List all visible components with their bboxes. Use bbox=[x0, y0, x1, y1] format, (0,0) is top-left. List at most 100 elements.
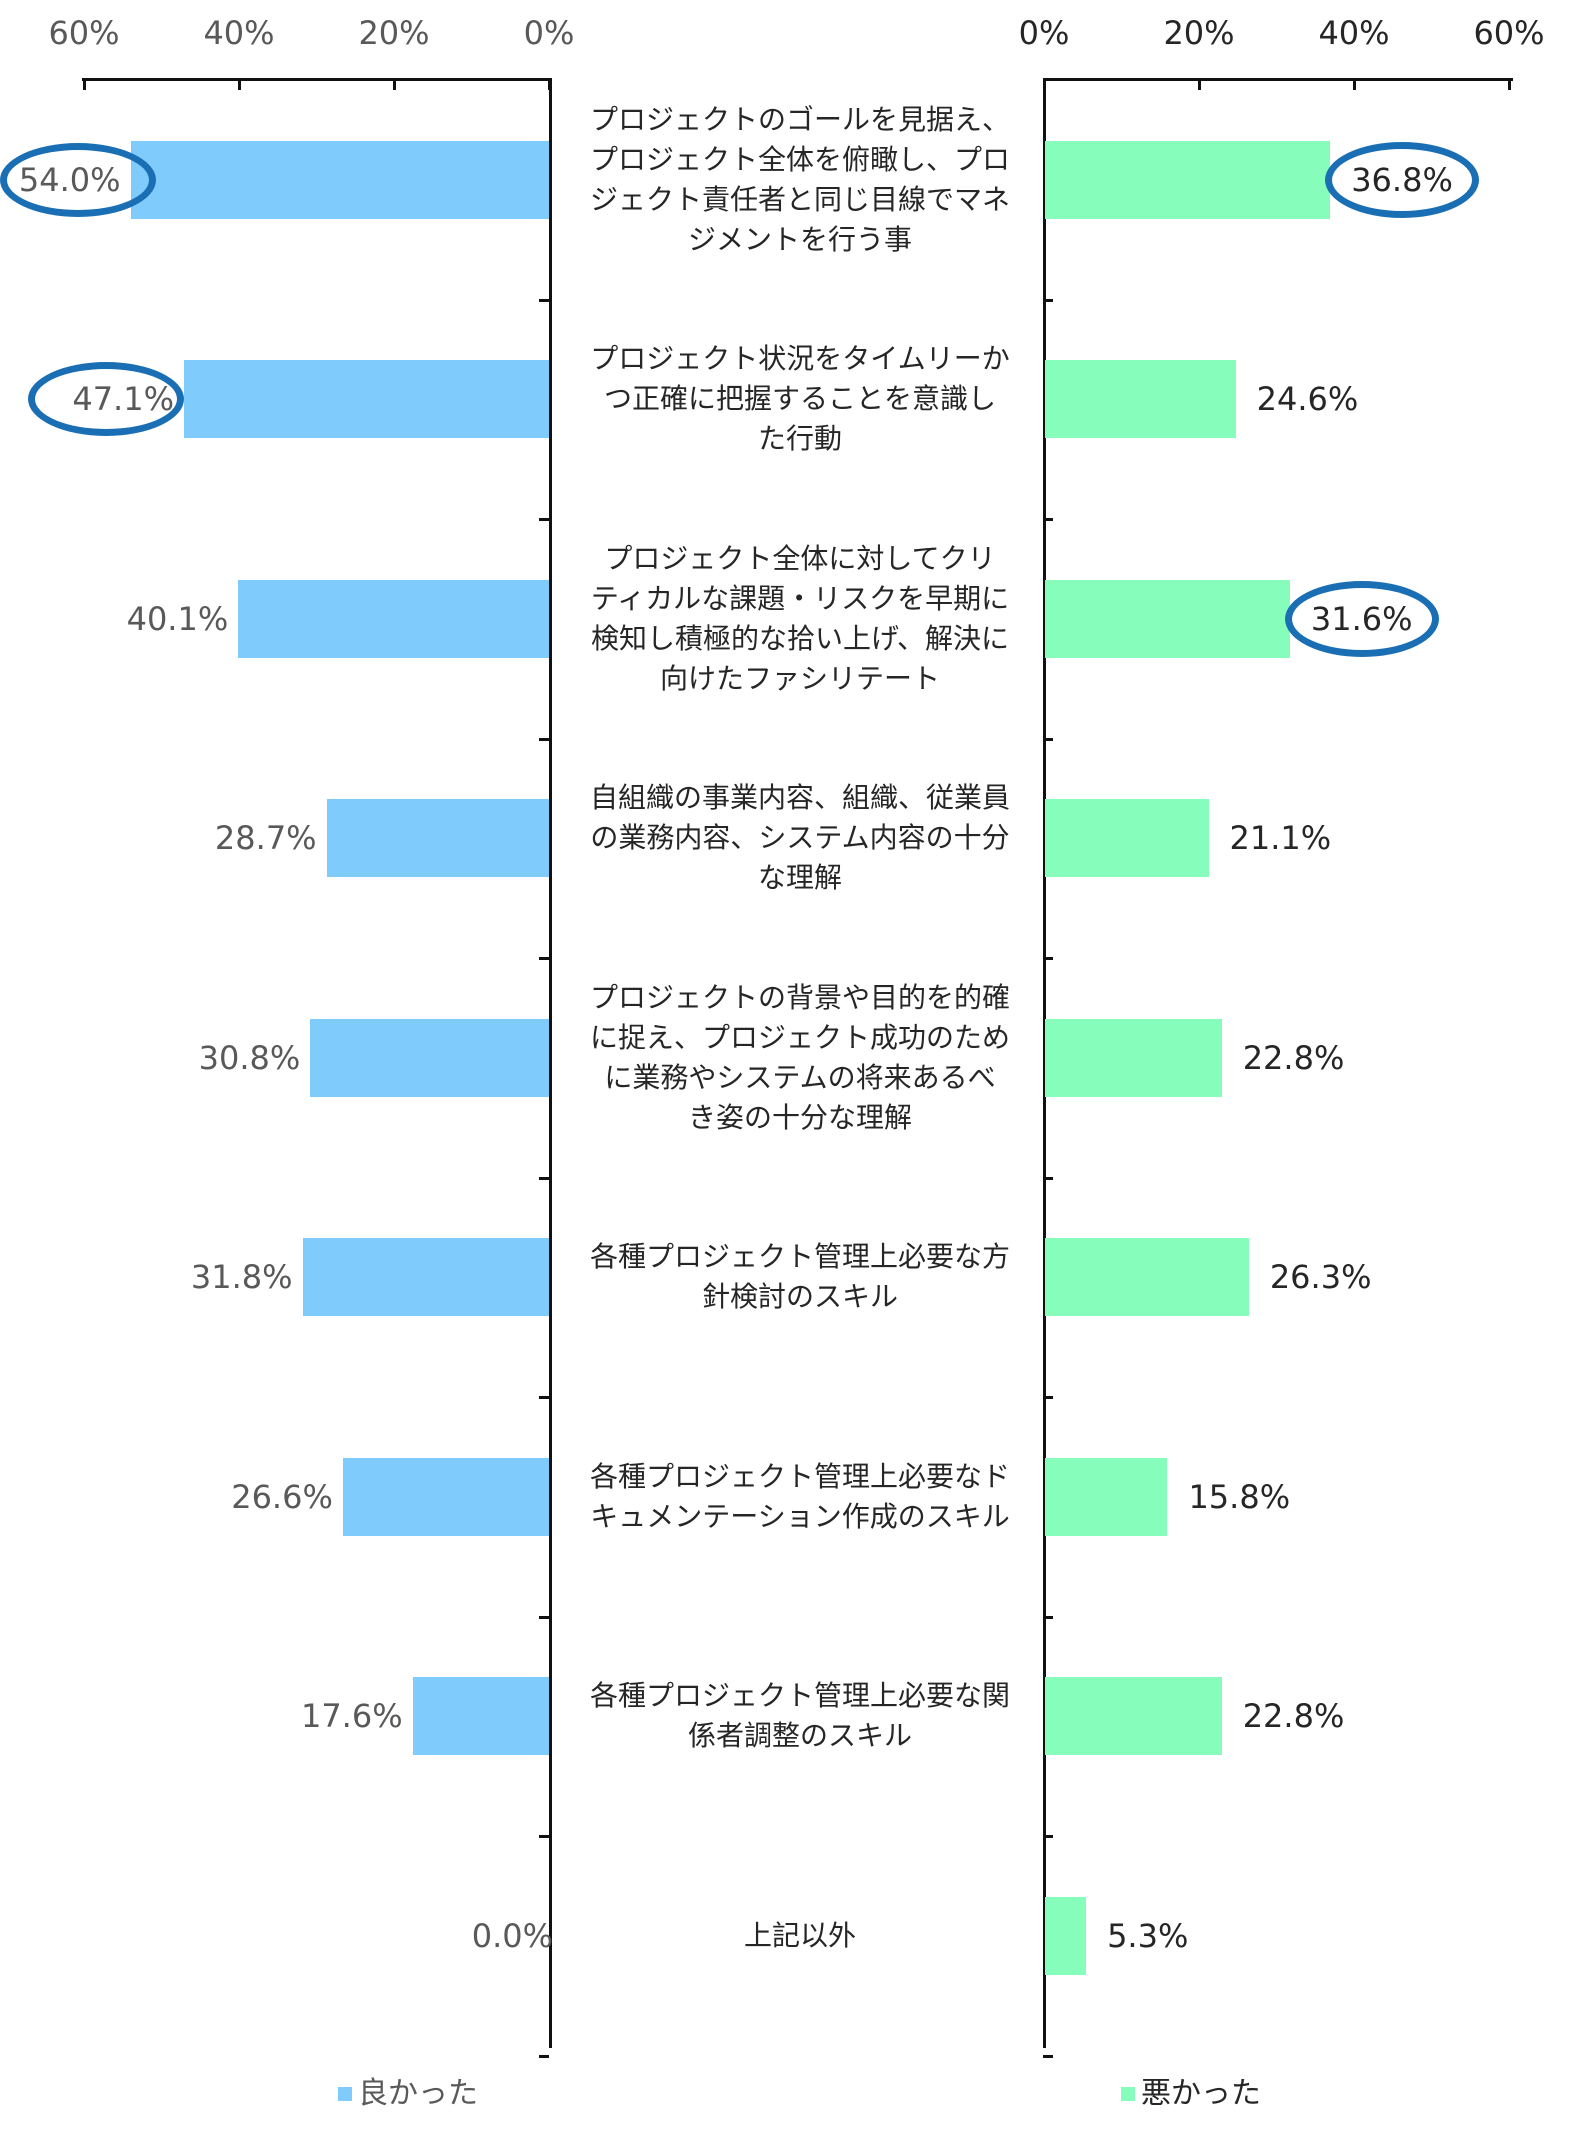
legend-good-label: 良かった bbox=[358, 2076, 478, 2111]
left-tick-mark bbox=[238, 78, 241, 90]
category-label: 自組織の事業内容、組織、従業員 の業務内容、システム内容の十分 な理解 bbox=[565, 778, 1035, 898]
bad-bar bbox=[1045, 1457, 1168, 1536]
right-category-tick bbox=[1043, 2054, 1053, 2058]
right-tick-label: 40% bbox=[1318, 14, 1390, 52]
bad-value-label: 15.8% bbox=[1188, 1477, 1291, 1516]
category-label-line: ティカルな課題・リスクを早期に bbox=[590, 581, 1010, 615]
left-category-tick bbox=[539, 1615, 549, 1619]
left-category-tick bbox=[539, 1396, 549, 1399]
category-label-line: 各種プロジェクト管理上必要な方 bbox=[589, 1240, 1010, 1274]
category-label-line: 各種プロジェクト管理上必要なド bbox=[589, 1459, 1010, 1493]
category-label: 上記以外 bbox=[565, 1916, 1035, 1956]
right-category-tick bbox=[1043, 518, 1053, 521]
right-category-tick bbox=[1043, 298, 1053, 302]
category-label-line: な理解 bbox=[757, 861, 842, 895]
category-label-line: プロジェクトのゴールを見据え、 bbox=[589, 102, 1010, 136]
category-label-line: プロジェクト全体に対してクリ bbox=[604, 541, 996, 575]
category-label-line: ジメントを行う事 bbox=[687, 222, 912, 256]
category-label: プロジェクト状況をタイムリーか つ正確に把握することを意識し た行動 bbox=[565, 339, 1035, 459]
legend-good: 良かった bbox=[338, 2074, 478, 2114]
bad-value-label: 5.3% bbox=[1107, 1916, 1189, 1955]
right-tick-mark bbox=[1043, 78, 1046, 90]
category-label: プロジェクトのゴールを見据え、 プロジェクト全体を俯瞰し、プロ ジェクト責任者と同じ… bbox=[565, 100, 1035, 260]
category-label-line: プロジェクトの背景や目的を的確 bbox=[589, 980, 1010, 1014]
category-label-line: の業務内容、システム内容の十分 bbox=[590, 821, 1010, 855]
right-category-tick bbox=[1043, 957, 1053, 960]
right-category-tick bbox=[1043, 1835, 1053, 1838]
right-category-tick bbox=[1043, 737, 1053, 741]
category-label-line: た行動 bbox=[757, 422, 842, 456]
left-category-tick bbox=[539, 2054, 549, 2058]
good-value-label: 31.8% bbox=[190, 1258, 293, 1297]
category-label-line: に業務やシステムの将来あるべ bbox=[604, 1060, 996, 1094]
good-value-label: 30.8% bbox=[198, 1038, 301, 1077]
left-category-tick bbox=[539, 957, 549, 960]
right-vertical-axis bbox=[1043, 78, 1046, 2048]
highlight-circle bbox=[1325, 141, 1480, 218]
bad-bar bbox=[1045, 140, 1331, 219]
legend-bad-swatch bbox=[1121, 2087, 1135, 2101]
category-label-line: つ正確に把握することを意識し bbox=[603, 382, 996, 416]
category-label: 各種プロジェクト管理上必要な方 針検討のスキル bbox=[565, 1237, 1035, 1317]
category-label: 各種プロジェクト管理上必要なド キュメンテーション作成のスキル bbox=[565, 1457, 1035, 1537]
bad-bar bbox=[1045, 1896, 1087, 1975]
good-value-label: 28.7% bbox=[214, 819, 317, 858]
good-value-label: 26.6% bbox=[231, 1477, 333, 1516]
legend-bad: 悪かった bbox=[1121, 2074, 1261, 2114]
right-tick-label: 60% bbox=[1473, 14, 1545, 52]
highlight-circle bbox=[27, 362, 184, 437]
left-category-tick bbox=[539, 1835, 549, 1838]
right-tick-mark bbox=[1198, 78, 1201, 90]
bad-bar bbox=[1045, 1238, 1249, 1317]
right-tick-label: 20% bbox=[1163, 14, 1235, 52]
legend-bad-label: 悪かった bbox=[1141, 2076, 1261, 2111]
right-category-tick bbox=[1043, 1176, 1053, 1180]
category-label: 各種プロジェクト管理上必要な関 係者調整のスキル bbox=[565, 1676, 1035, 1756]
left-tick-label: 0% bbox=[523, 14, 575, 52]
category-label-line: 各種プロジェクト管理上必要な関 bbox=[589, 1679, 1010, 1713]
good-bar bbox=[183, 360, 549, 439]
category-label-line: 針検討のスキル bbox=[701, 1280, 898, 1314]
good-value-label: 0.0% bbox=[471, 1916, 553, 1955]
left-tick-label: 60% bbox=[48, 14, 120, 52]
category-label-line: 上記以外 bbox=[743, 1918, 856, 1952]
bad-bar bbox=[1045, 579, 1290, 658]
left-top-axis bbox=[82, 78, 552, 81]
good-bar bbox=[130, 140, 549, 219]
good-bar bbox=[302, 1238, 549, 1317]
bad-bar bbox=[1045, 1018, 1222, 1097]
good-value-label: 17.6% bbox=[300, 1697, 403, 1736]
category-label-line: キュメンテーション作成のスキル bbox=[590, 1499, 1010, 1533]
legend-good-swatch bbox=[338, 2087, 352, 2101]
bad-value-label: 21.1% bbox=[1229, 819, 1332, 858]
bad-value-label: 22.8% bbox=[1242, 1038, 1345, 1077]
good-bar bbox=[342, 1457, 549, 1536]
left-category-tick bbox=[539, 737, 549, 741]
left-tick-label: 20% bbox=[358, 14, 430, 52]
category-label-line: プロジェクト状況をタイムリーか bbox=[590, 342, 1010, 376]
highlight-circle bbox=[0, 142, 156, 217]
left-vertical-axis bbox=[549, 78, 552, 2048]
category-label-line: 向けたファシリテート bbox=[659, 661, 940, 695]
category-label: プロジェクト全体に対してクリ ティカルな課題・リスクを早期に 検知し積極的な拾い上げ… bbox=[565, 539, 1035, 699]
right-tick-mark bbox=[1353, 78, 1356, 90]
good-bar bbox=[326, 799, 549, 878]
category-label-line: き姿の十分な理解 bbox=[687, 1100, 912, 1134]
right-tick-mark bbox=[1508, 78, 1511, 90]
bad-bar bbox=[1045, 799, 1209, 878]
left-tick-label: 40% bbox=[203, 14, 275, 52]
category-label-line: に捉え、プロジェクト成功のため bbox=[589, 1020, 1010, 1054]
bad-bar bbox=[1045, 360, 1236, 439]
bad-bar bbox=[1045, 1677, 1222, 1756]
bad-value-label: 24.6% bbox=[1256, 380, 1359, 419]
left-tick-mark bbox=[393, 78, 396, 90]
left-category-tick bbox=[539, 298, 549, 302]
right-tick-label: 0% bbox=[1018, 14, 1070, 52]
good-bar bbox=[310, 1018, 549, 1097]
category-label: プロジェクトの背景や目的を的確 に捉え、プロジェクト成功のため に業務やシステムの将… bbox=[565, 978, 1035, 1138]
right-category-tick bbox=[1043, 1615, 1053, 1619]
category-label-line: プロジェクト全体を俯瞰し、プロ bbox=[589, 142, 1010, 176]
bad-value-label: 26.3% bbox=[1269, 1258, 1372, 1297]
good-bar bbox=[412, 1677, 549, 1756]
